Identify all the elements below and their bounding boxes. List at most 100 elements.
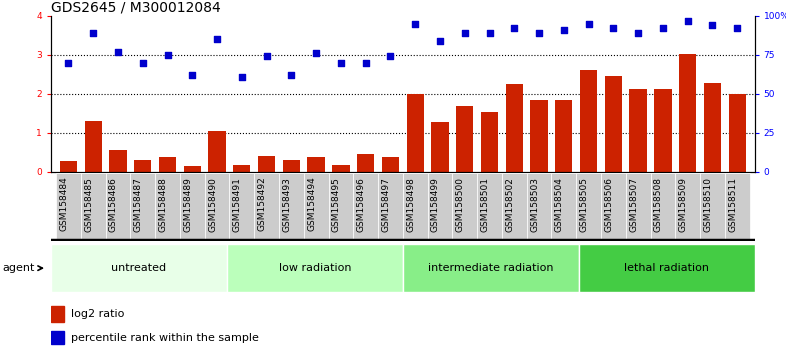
Bar [233, 165, 251, 172]
Text: GSM158498: GSM158498 [406, 177, 415, 232]
Point [458, 30, 471, 36]
Point [87, 30, 100, 36]
Text: GSM158503: GSM158503 [530, 177, 539, 232]
Bar [651, 173, 675, 239]
Text: GSM158505: GSM158505 [579, 177, 589, 232]
Point [731, 25, 744, 31]
Point [434, 38, 446, 44]
Point [310, 51, 322, 56]
Point [706, 22, 718, 28]
Bar [353, 173, 378, 239]
Bar [576, 173, 601, 239]
Text: GSM158497: GSM158497 [381, 177, 391, 232]
Point [211, 36, 223, 42]
Text: GSM158494: GSM158494 [307, 177, 316, 232]
Bar [307, 157, 325, 172]
Point [137, 60, 149, 65]
Bar [432, 122, 449, 172]
Bar [51, 331, 64, 344]
Bar [134, 160, 152, 172]
Point [656, 25, 669, 31]
Text: GSM158501: GSM158501 [480, 177, 490, 232]
Text: GSM158492: GSM158492 [258, 177, 266, 232]
Bar [630, 89, 647, 172]
Bar [604, 76, 622, 172]
Point [483, 30, 496, 36]
Bar [453, 173, 477, 239]
Point [533, 30, 545, 36]
Bar [85, 121, 102, 172]
Bar [555, 101, 572, 172]
Text: GSM158510: GSM158510 [703, 177, 712, 232]
Bar [332, 165, 350, 172]
Text: GSM158502: GSM158502 [505, 177, 514, 232]
Bar [155, 173, 180, 239]
Text: percentile rank within the sample: percentile rank within the sample [71, 333, 259, 343]
Bar [378, 173, 402, 239]
Text: intermediate radiation: intermediate radiation [428, 263, 553, 273]
Text: GSM158504: GSM158504 [555, 177, 564, 232]
Bar [505, 84, 523, 172]
Text: GSM158500: GSM158500 [456, 177, 465, 232]
Bar [578, 244, 755, 292]
Text: lethal radiation: lethal radiation [624, 263, 709, 273]
Bar [428, 173, 453, 239]
Text: GSM158499: GSM158499 [431, 177, 440, 232]
Bar [477, 173, 502, 239]
Point [384, 53, 397, 59]
Point [236, 74, 248, 80]
Bar [329, 173, 353, 239]
Bar [654, 89, 671, 172]
Text: GSM158487: GSM158487 [134, 177, 143, 232]
Bar [531, 101, 548, 172]
Text: GSM158509: GSM158509 [678, 177, 688, 232]
Bar [601, 173, 626, 239]
Bar [208, 131, 226, 172]
Text: agent: agent [2, 263, 42, 273]
Point [681, 18, 694, 23]
Point [335, 60, 347, 65]
Text: GSM158495: GSM158495 [332, 177, 341, 232]
Text: GSM158491: GSM158491 [233, 177, 242, 232]
Point [260, 53, 273, 59]
Text: GDS2645 / M300012084: GDS2645 / M300012084 [51, 1, 221, 15]
Bar [254, 173, 279, 239]
Bar [527, 173, 552, 239]
Point [557, 27, 570, 33]
Bar [402, 244, 578, 292]
Text: GSM158511: GSM158511 [728, 177, 737, 232]
Text: low radiation: low radiation [279, 263, 351, 273]
Bar [406, 94, 424, 172]
Point [186, 72, 199, 78]
Text: GSM158489: GSM158489 [183, 177, 193, 232]
Text: GSM158507: GSM158507 [629, 177, 638, 232]
Bar [283, 160, 300, 172]
Bar [481, 112, 498, 172]
Bar [626, 173, 651, 239]
Bar [130, 173, 155, 239]
Text: GSM158496: GSM158496 [357, 177, 365, 232]
Bar [227, 244, 402, 292]
Point [508, 25, 520, 31]
Bar [51, 306, 64, 322]
Bar [502, 173, 527, 239]
Text: GSM158493: GSM158493 [282, 177, 292, 232]
Bar [402, 173, 428, 239]
Text: GSM158488: GSM158488 [159, 177, 167, 232]
Bar [382, 157, 399, 172]
Bar [725, 173, 750, 239]
Point [607, 25, 619, 31]
Bar [105, 173, 130, 239]
Point [161, 52, 174, 58]
Bar [703, 83, 721, 172]
Bar [303, 173, 329, 239]
Bar [180, 173, 204, 239]
Point [62, 60, 75, 65]
Bar [552, 173, 576, 239]
Text: GSM158508: GSM158508 [654, 177, 663, 232]
Point [582, 21, 595, 27]
Point [112, 49, 124, 55]
Text: GSM158490: GSM158490 [208, 177, 217, 232]
Bar [456, 106, 473, 172]
Point [632, 30, 645, 36]
